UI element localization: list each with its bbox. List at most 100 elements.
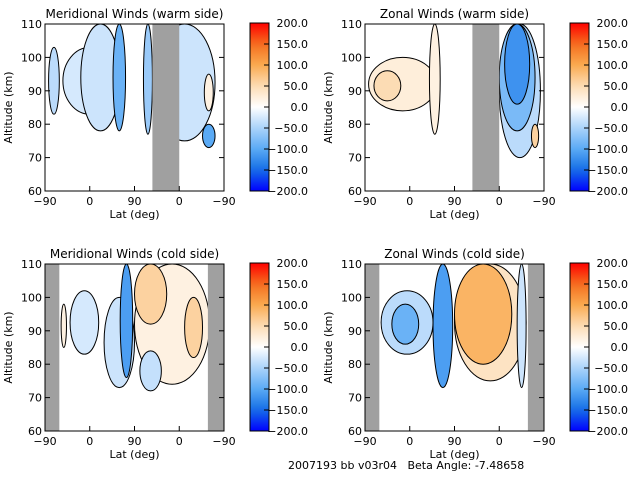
colorbar-tick-label: 100.0 [597, 59, 629, 72]
y-tick-label: 90 [348, 85, 362, 98]
plot-area [365, 24, 544, 191]
plot-area [45, 24, 224, 191]
y-tick-label: 90 [348, 325, 362, 338]
colorbar-tick-label: 50.0 [604, 80, 629, 93]
colorbar-tick-label: −150.0 [587, 164, 628, 177]
colorbar-tick-label: 50.0 [284, 80, 309, 93]
y-axis-label: Altitude (km) [2, 71, 15, 143]
colorbar-tick-label: −100.0 [587, 143, 628, 156]
nodata-band [365, 264, 380, 431]
colorbar-tick-label: 0.0 [611, 341, 629, 354]
x-tick-label: 0 [86, 195, 93, 208]
y-tick-label: 60 [28, 185, 42, 198]
x-tick-label: −90 [33, 435, 56, 448]
contour-region [112, 24, 127, 132]
colorbar-tick-label: −200.0 [587, 425, 628, 438]
colorbar-tick-label: −50.0 [594, 122, 628, 135]
colorbar-tick-label: −150.0 [267, 404, 308, 417]
contour-region [60, 303, 67, 349]
nodata-band [472, 24, 500, 191]
x-tick-label: 0 [86, 435, 93, 448]
x-tick-label: −90 [33, 195, 56, 208]
nodata-band [527, 264, 544, 431]
y-tick-label: 70 [348, 152, 362, 165]
x-tick-label: 90 [128, 435, 142, 448]
colorbar-tick-label: −100.0 [587, 383, 628, 396]
colorbar-tick-label: 150.0 [597, 38, 629, 51]
x-tick-label: 90 [128, 195, 142, 208]
colorbar-tick-label: 200.0 [277, 17, 309, 30]
panel-title: Meridional Winds (warm side) [46, 7, 224, 21]
colorbar-tick-label: −200.0 [267, 425, 308, 438]
nodata-band [45, 264, 60, 431]
y-tick-label: 60 [348, 185, 362, 198]
nodata-band [207, 264, 224, 431]
colorbar-tick-label: 100.0 [277, 59, 309, 72]
y-tick-label: 80 [348, 358, 362, 371]
x-tick-label: −90 [353, 195, 376, 208]
x-tick-label: −90 [212, 435, 235, 448]
y-tick-label: 110 [21, 258, 42, 271]
y-tick-label: 70 [28, 152, 42, 165]
colorbar-tick-label: 50.0 [284, 320, 309, 333]
contour-region [184, 296, 204, 359]
colorbar-tick-label: 50.0 [604, 320, 629, 333]
colorbar-tick-label: 150.0 [597, 278, 629, 291]
y-tick-label: 100 [21, 51, 42, 64]
colorbar-tick-label: −50.0 [274, 362, 308, 375]
y-tick-label: 70 [28, 392, 42, 405]
colorbar-tick-label: 150.0 [277, 278, 309, 291]
colorbar-tick-label: −200.0 [587, 185, 628, 198]
y-axis-label: Altitude (km) [322, 311, 335, 383]
nodata-band [152, 24, 180, 191]
x-tick-label: 0 [496, 435, 503, 448]
y-tick-label: 80 [348, 118, 362, 131]
y-tick-label: 100 [341, 291, 362, 304]
y-tick-label: 110 [341, 18, 362, 31]
panel-4: Zonal Winds (cold side) 60 70 80 90 100 110 −90… [322, 247, 628, 461]
x-axis-label: Lat (deg) [430, 448, 480, 461]
contour-region [142, 24, 153, 135]
colorbar-tick-label: −50.0 [594, 362, 628, 375]
panel-title: Zonal Winds (cold side) [384, 247, 525, 261]
x-tick-label: −90 [532, 435, 555, 448]
plot-area [45, 264, 224, 431]
contour-region [391, 303, 420, 345]
colorbar-tick-label: 200.0 [597, 17, 629, 30]
colorbar-tick-label: −150.0 [587, 404, 628, 417]
x-tick-label: 0 [176, 195, 183, 208]
panel-title: Meridional Winds (cold side) [50, 247, 219, 261]
panel-3: Meridional Winds (cold side) 60 70 80 90 100 1… [2, 247, 308, 461]
x-tick-label: 0 [176, 435, 183, 448]
colorbar-tick-label: −150.0 [267, 164, 308, 177]
x-tick-label: −90 [212, 195, 235, 208]
x-tick-label: −90 [532, 195, 555, 208]
contour-region [139, 350, 162, 392]
y-axis-label: Altitude (km) [322, 71, 335, 143]
contour-region [119, 264, 134, 379]
colorbar-tick-label: 200.0 [597, 257, 629, 270]
contour-region [203, 73, 214, 112]
colorbar-tick-label: −100.0 [267, 383, 308, 396]
panel-title: Zonal Winds (warm side) [380, 7, 529, 21]
y-tick-label: 90 [28, 85, 42, 98]
y-tick-label: 90 [28, 325, 42, 338]
colorbar-tick-label: 200.0 [277, 257, 309, 270]
colorbar-tick-label: −100.0 [267, 143, 308, 156]
colorbar-tick-label: 150.0 [277, 38, 309, 51]
y-tick-label: 110 [21, 18, 42, 31]
x-axis-label: Lat (deg) [110, 208, 160, 221]
contour-region [530, 123, 540, 149]
contour-region [48, 46, 60, 115]
contour-region [432, 264, 454, 389]
y-axis-label: Altitude (km) [2, 311, 15, 383]
x-tick-label: −90 [353, 435, 376, 448]
y-tick-label: 100 [341, 51, 362, 64]
y-tick-label: 80 [28, 118, 42, 131]
contour-region [516, 264, 527, 389]
colorbar-tick-label: −200.0 [267, 185, 308, 198]
x-axis-label: Lat (deg) [430, 208, 480, 221]
panel-2: Zonal Winds (warm side) 60 70 80 90 100 110 −90… [322, 7, 628, 221]
x-axis-label: Lat (deg) [110, 448, 160, 461]
